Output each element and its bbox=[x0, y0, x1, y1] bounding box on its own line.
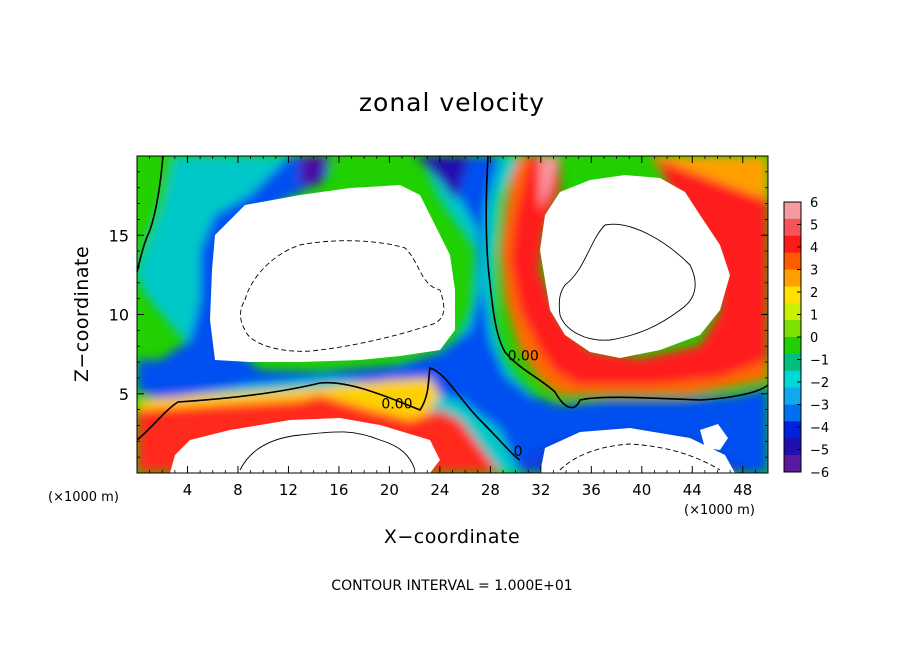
contour-label: 0.00 bbox=[508, 349, 539, 365]
y-axis: 5 10 15 bbox=[109, 171, 768, 458]
colorbar: 6 5 4 3 2 1 0 −1 −2 −3 −4 −5 −6 bbox=[783, 196, 829, 481]
colorbar-swatch bbox=[784, 218, 801, 237]
x-tick-label: 48 bbox=[733, 481, 752, 499]
colorbar-tick-label: 3 bbox=[810, 264, 818, 279]
x-tick-label: 8 bbox=[233, 481, 243, 499]
colorbar-swatch bbox=[784, 370, 801, 389]
x-tick-label: 20 bbox=[380, 481, 399, 499]
contour-label: 0 bbox=[514, 444, 523, 460]
colorbar-swatch bbox=[784, 252, 801, 270]
colorbar-tick-label: −1 bbox=[810, 354, 829, 369]
x-tick-label: 40 bbox=[632, 481, 651, 499]
colorbar-tick-label: 0 bbox=[810, 331, 818, 346]
x-tick-label: 32 bbox=[531, 481, 550, 499]
y-tick-label: 5 bbox=[119, 385, 129, 404]
colorbar-tick-label: −5 bbox=[810, 444, 829, 459]
x-tick-label: 4 bbox=[183, 481, 193, 499]
colorbar-tick-label: −6 bbox=[810, 466, 829, 481]
colorbar-swatch bbox=[784, 320, 801, 338]
colorbar-swatch bbox=[784, 421, 801, 439]
x-axis-label: X−coordinate bbox=[383, 526, 521, 548]
x-tick-label: 16 bbox=[329, 481, 348, 499]
contour-interval-note: CONTOUR INTERVAL = 1.000E+01 bbox=[331, 578, 573, 594]
contour-labels: 0.00 0.00 0 bbox=[381, 349, 538, 460]
y-axis-label: Z−coordinate bbox=[71, 245, 93, 383]
colorbar-tick-label: 2 bbox=[810, 286, 818, 301]
colorbar-tick-label: −2 bbox=[810, 376, 829, 391]
colorbar-swatch bbox=[784, 353, 801, 372]
x-tick-label: 28 bbox=[481, 481, 500, 499]
x-tick-label: 24 bbox=[430, 481, 449, 499]
colorbar-swatch bbox=[784, 455, 801, 473]
x-tick-label: 44 bbox=[683, 481, 702, 499]
colorbar-swatch bbox=[784, 337, 801, 355]
y-tick-label: 15 bbox=[109, 226, 129, 245]
colorbar-swatch bbox=[784, 303, 801, 321]
colorbar-tick-label: 1 bbox=[810, 309, 818, 324]
x-unit-right: (×1000 m) bbox=[684, 503, 755, 518]
colorbar-swatch bbox=[784, 202, 801, 220]
colorbar-tick-label: −4 bbox=[810, 421, 829, 436]
colorbar-swatch bbox=[784, 387, 801, 405]
colorbar-swatch bbox=[784, 438, 801, 456]
contour-label: 0.00 bbox=[381, 396, 412, 412]
colorbar-swatch bbox=[784, 235, 801, 254]
colorbar-swatch bbox=[784, 269, 801, 287]
x-unit-left: (×1000 m) bbox=[48, 490, 119, 505]
velocity-field bbox=[137, 156, 768, 473]
x-axis: 4 8 12 16 20 24 28 32 36 40 44 48 bbox=[149, 156, 756, 499]
colorbar-tick-label: −3 bbox=[810, 399, 829, 414]
x-tick-label: 12 bbox=[279, 481, 298, 499]
y-tick-label: 10 bbox=[109, 306, 129, 325]
colorbar-swatch bbox=[784, 286, 801, 304]
colorbar-swatch bbox=[784, 404, 801, 422]
colorbar-tick-label: 4 bbox=[810, 241, 818, 256]
colorbar-tick-label: 5 bbox=[810, 219, 818, 234]
x-tick-label: 36 bbox=[582, 481, 601, 499]
colorbar-tick-label: 6 bbox=[810, 196, 818, 211]
chart-title: zonal velocity bbox=[358, 88, 546, 117]
